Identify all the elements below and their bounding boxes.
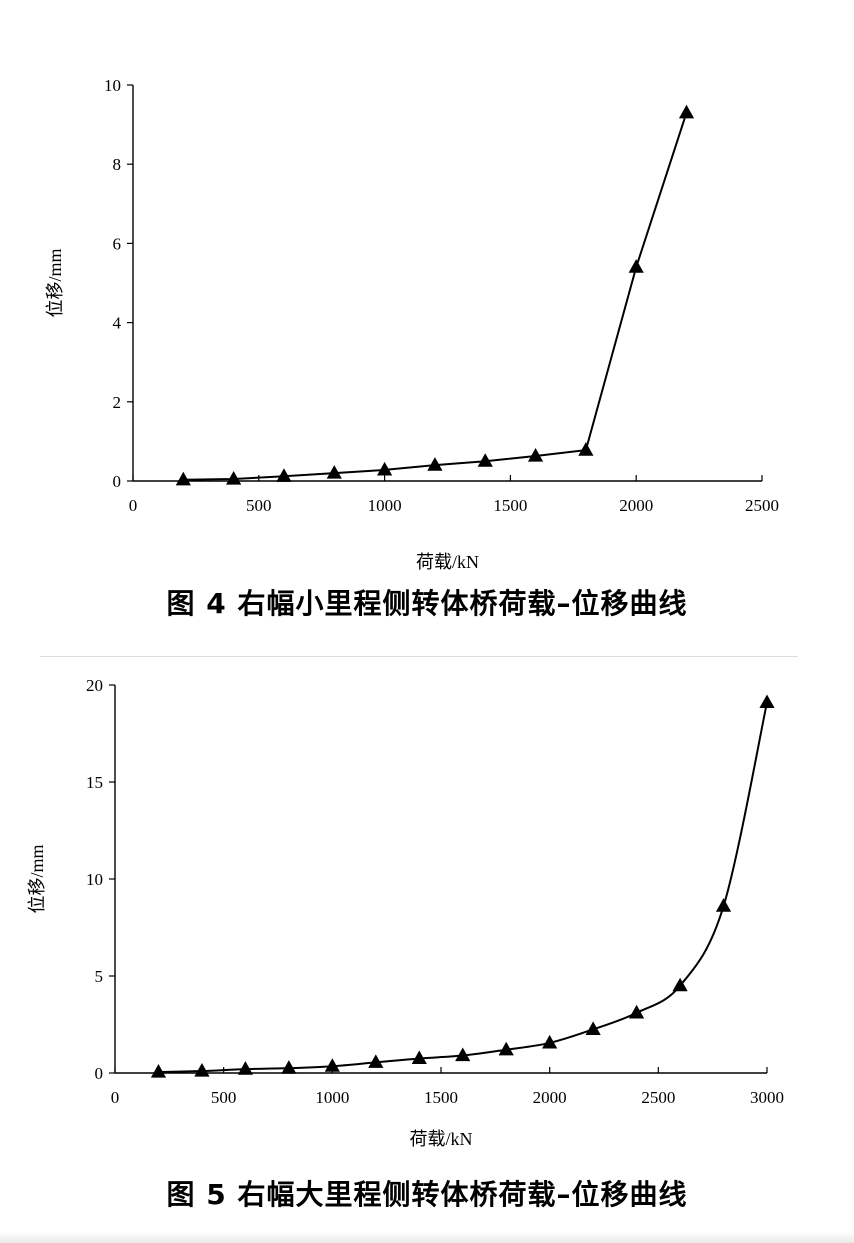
data-point-triangle [629,1004,645,1019]
page-edge [0,1232,854,1243]
chart-figure-4: 0 2 4 6 8 10 0 500 1000 1500 2000 2500 荷载/kN 位移/mm [45,76,779,572]
x-tick-label: 1000 [315,1088,349,1107]
data-point-triangle [377,461,393,476]
data-point-triangle [455,1047,471,1062]
data-point-triangle [672,977,688,992]
y-tick-label: 20 [86,676,103,695]
divider [40,656,798,657]
x-axis-label: 荷载/kN [416,552,479,572]
data-point-triangle [194,1063,210,1077]
x-tick-label: 1500 [424,1088,458,1107]
data-point-triangle [678,104,695,119]
x-tick-label: 500 [211,1088,237,1107]
y-tick-label: 15 [86,773,103,792]
data-point-triangle [326,465,342,479]
data-point-triangle [628,259,644,273]
series-line [158,702,768,1074]
data-point-triangle [324,1058,340,1072]
data-point-triangle [498,1041,514,1056]
x-tick-label: 0 [111,1088,120,1107]
data-point-triangle [759,694,775,709]
y-tick-label: 8 [113,155,122,174]
series-line [183,112,688,481]
y-tick-label: 5 [95,967,104,986]
data-point-triangle [226,471,242,485]
data-point-triangle [150,1064,167,1078]
data-point-triangle [585,1021,601,1035]
y-tick-label: 10 [86,870,103,889]
data-point-triangle [542,1034,558,1049]
x-tick-label: 1500 [493,496,527,515]
data-point-triangle [281,1060,297,1074]
data-point-triangle [578,442,594,456]
y-tick-label: 2 [113,393,122,412]
data-point-triangle [477,453,493,467]
data-point-triangle [427,457,443,471]
data-point-triangle [715,898,732,912]
data-point-triangle [368,1054,384,1068]
x-tick-label: 2500 [745,496,779,515]
x-tick-label: 1000 [368,496,402,515]
y-tick-label: 10 [104,76,121,95]
figure-4-caption: 图 4 右幅小里程侧转体桥荷载–位移曲线 [166,587,688,620]
x-tick-label: 2000 [533,1088,567,1107]
x-tick-label: 2500 [641,1088,675,1107]
y-tick-label: 0 [95,1064,104,1083]
data-point-triangle [175,471,191,486]
y-axis-label: 位移/mm [45,248,65,317]
chart-figure-5: 0 5 10 15 20 0 500 1000 1500 2000 2500 3000 荷载/kN 位移/… [27,676,784,1149]
x-tick-label: 500 [246,496,272,515]
data-point-triangle [237,1061,253,1075]
x-tick-label: 3000 [750,1088,784,1107]
data-point-triangle [411,1050,427,1065]
y-tick-label: 0 [113,472,122,491]
x-tick-label: 0 [129,496,138,515]
y-axis-label: 位移/mm [27,844,47,913]
data-point-triangle [527,448,544,462]
y-tick-label: 4 [113,314,122,333]
data-point-triangle [276,468,292,482]
x-axis-label: 荷载/kN [410,1129,473,1149]
x-tick-label: 2000 [619,496,653,515]
figure-5-caption: 图 5 右幅大里程侧转体桥荷载–位移曲线 [166,1178,688,1211]
y-tick-label: 6 [113,234,122,253]
